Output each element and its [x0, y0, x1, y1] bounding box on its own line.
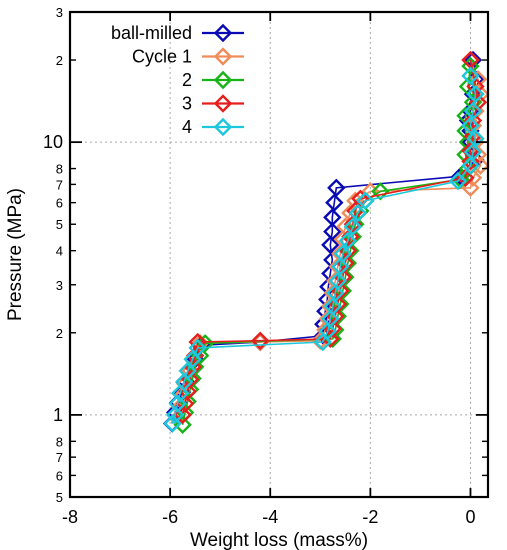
legend-marker — [213, 23, 233, 43]
data-point — [461, 156, 480, 175]
legend-marker — [213, 47, 233, 66]
legend-item: ball-milled — [111, 23, 244, 43]
plot-series — [162, 50, 490, 434]
y-minor-tick-label: 7 — [56, 450, 63, 465]
legend-label: Cycle 1 — [132, 47, 192, 67]
legend-label: 2 — [182, 70, 192, 90]
x-tick-label: -4 — [262, 507, 278, 527]
legend-label: ball-milled — [111, 23, 192, 43]
data-point — [338, 231, 358, 250]
data-point — [461, 152, 480, 171]
x-tick-label: -6 — [162, 507, 178, 527]
legend-item: 2 — [182, 70, 244, 90]
legend-marker — [213, 70, 233, 90]
data-point — [466, 84, 485, 104]
y-minor-tick-label: 8 — [56, 434, 63, 449]
y-minor-tick-label: 2 — [56, 53, 63, 68]
data-point — [348, 203, 368, 223]
data-point — [325, 193, 344, 212]
legend-marker — [213, 94, 233, 113]
y-minor-tick-label: 7 — [56, 177, 63, 192]
x-tick-label: -2 — [362, 507, 378, 527]
data-point — [170, 384, 190, 403]
data-point — [371, 182, 390, 201]
y-minor-tick-label: 5 — [56, 490, 63, 505]
y-tick-label: 10 — [43, 132, 63, 152]
y-minor-tick-label: 6 — [56, 196, 63, 211]
y-minor-tick-label: 6 — [56, 468, 63, 483]
y-minor-tick-label: 3 — [56, 278, 63, 293]
legend-marker — [213, 117, 233, 137]
data-point — [461, 66, 480, 86]
y-minor-tick-label: 2 — [56, 326, 63, 341]
data-point — [195, 334, 215, 353]
data-point — [463, 101, 483, 121]
y-axis-label: Pressure (MPa) — [5, 188, 26, 321]
legend-label: 4 — [182, 117, 192, 137]
legend-item: 4 — [182, 117, 244, 137]
x-axis-label: Weight loss (mass%) — [190, 530, 368, 550]
y-minor-tick-label: 3 — [56, 5, 63, 20]
data-point — [251, 331, 270, 350]
data-point — [356, 191, 375, 210]
data-point — [461, 116, 480, 135]
data-point — [323, 329, 343, 349]
y-minor-tick-label: 8 — [56, 162, 63, 177]
legend-item: Cycle 1 — [132, 47, 244, 67]
data-point — [165, 405, 185, 425]
data-point — [331, 257, 350, 276]
x-tick-label: -8 — [62, 507, 78, 527]
y-minor-tick-label: 5 — [56, 217, 63, 232]
legend: ball-milled Cycle 1 2 3 4 — [111, 23, 244, 137]
data-point — [323, 319, 343, 338]
data-point — [321, 235, 340, 255]
data-point — [327, 178, 346, 198]
y-tick-label: 1 — [53, 405, 63, 425]
y-minor-tick-label: 4 — [56, 244, 63, 259]
data-point — [448, 171, 468, 191]
data-point — [313, 332, 332, 352]
x-tick-label: 0 — [465, 507, 475, 527]
plot-frame — [68, 10, 490, 499]
data-point — [163, 414, 182, 433]
data-point — [314, 315, 333, 334]
legend-item: 3 — [182, 94, 244, 114]
data-point — [343, 217, 363, 236]
legend-label: 3 — [182, 94, 192, 114]
series-4 — [163, 66, 485, 433]
